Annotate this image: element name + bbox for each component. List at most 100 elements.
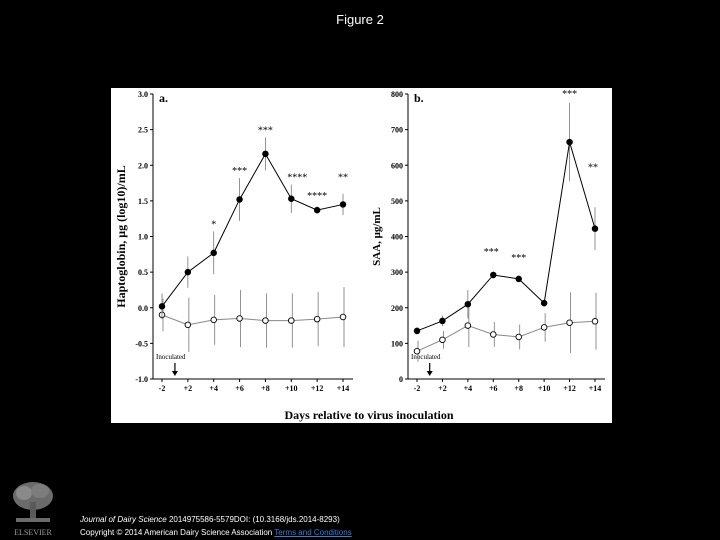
panel-a-y-tick-label: 1.0: [138, 233, 148, 242]
panel-a-y-axis-label: Haptoglobin, μg (log10)/mL: [114, 165, 128, 307]
panel-a-y-tick-label: 1.5: [138, 197, 148, 206]
elsevier-logo: ELSEVIER: [6, 478, 60, 538]
panel-a-label: a.: [159, 91, 168, 105]
panel-a-significance-mark: ****: [307, 191, 327, 202]
panel-b-y-tick-label: 200: [391, 304, 403, 313]
panel-b-open-series-point: [540, 324, 548, 331]
panel-b-open-series-point: [490, 331, 497, 338]
panel-b-x-tick-label: +2: [438, 384, 447, 393]
panel-a-x-tick-label: +2: [184, 384, 193, 393]
panel-a-filled-series-point: [288, 195, 295, 202]
copyright-text: Copyright © 2014 American Dairy Science …: [80, 528, 273, 537]
panel-a-x-tick-label: +14: [337, 384, 350, 393]
panel-a-y-tick-label: -0.5: [135, 339, 148, 348]
panel-a-x-tick-label: +12: [311, 384, 324, 393]
panel-a-significance-mark: ****: [287, 173, 307, 184]
panel-b-open-series-point: [413, 347, 421, 355]
panel-b-significance-mark: ***: [484, 247, 499, 258]
panel-b-y-axis-label: SAA, μg/mL: [371, 207, 383, 266]
panel-b-x-tick-label: +6: [489, 384, 498, 393]
panel-b-y-tick-label: 300: [391, 268, 403, 277]
chart-figure: 3.0 2.5 2.0 1.5 1.0 0.5 0.0 -0.5 -1.0 -2 +2 +4 +6 +8 +…: [114, 89, 605, 422]
panel-a-filled-series-point: [339, 201, 347, 208]
panel-b-filled-series-point: [540, 299, 548, 307]
panel-b-filled-series-point: [464, 300, 472, 308]
panel-b-filled-series-point: [515, 275, 522, 283]
panel-a-filled-series-point: [210, 249, 217, 257]
panel-a-open-series-point: [262, 317, 269, 324]
panel-b-y-tick-label: 700: [391, 126, 403, 135]
terms-link[interactable]: Terms and Conditions: [274, 528, 352, 537]
panel-a-x-tick-label: +4: [209, 384, 218, 393]
panel-a-filled-series-line: [161, 152, 344, 307]
logo-text: ELSEVIER: [14, 528, 52, 537]
panel-b-filled-series-point: [439, 317, 446, 325]
panel-a-open-series-line: [161, 314, 344, 326]
panel-a-filled-series-point: [158, 303, 166, 310]
panel-a-y-tick-label: -1.0: [135, 375, 148, 384]
panel-b-open-series-point: [515, 333, 522, 341]
citation-text: 2014975586-5579DOI: (10.3168/jds.2014-82…: [166, 515, 340, 524]
panel-a-y-tick-label: 2.5: [138, 126, 148, 135]
panel-b-inoculated-arrowhead: [426, 371, 433, 376]
x-axis-label: Days relative to virus inoculation: [284, 408, 453, 422]
panel-a-significance-mark: *: [211, 220, 216, 231]
figure-panel: 3.0 2.5 2.0 1.5 1.0 0.5 0.0 -0.5 -1.0 -2 +2 +4 +6 +8 +…: [111, 88, 612, 423]
panel-b-filled-series-point: [413, 327, 421, 335]
panel-b-open-series-point: [439, 336, 446, 344]
panel-b-x-tick-label: +14: [589, 384, 602, 393]
panel-b-inoculated-label: Inoculated: [411, 353, 441, 361]
panel-b-y-tick-label: 100: [391, 339, 403, 348]
panel-b-significance-mark: ***: [562, 89, 577, 100]
panel-b-x-tick-label: +4: [464, 384, 473, 393]
panel-a-y-tick-label: 2.0: [138, 161, 148, 170]
panel-b-y-tick-label: 600: [391, 161, 403, 170]
panel-b-filled-series-line: [416, 141, 596, 332]
panel-a-open-series-point: [339, 313, 347, 321]
panel-b-open-series-point: [566, 319, 573, 326]
panel-a-x-tick-label: +10: [285, 384, 298, 393]
panel-b-y-tick-label: 500: [391, 197, 403, 206]
citation-footer: Journal of Dairy Science 2014975586-5579…: [80, 513, 352, 539]
panel-b-x-tick-label: +12: [563, 384, 576, 393]
panel-a-open-series-point: [184, 321, 192, 329]
panel-b-filled-series-point: [566, 138, 573, 146]
panel-b-open-series-point: [591, 318, 599, 325]
panel-a-open-series-point: [313, 315, 321, 323]
panel-a-open-series-point: [210, 316, 217, 324]
panel-a-filled-series-point: [262, 150, 269, 158]
panel-b-y-tick-label: 400: [391, 233, 403, 242]
panel-a: 3.0 2.5 2.0 1.5 1.0 0.5 0.0 -0.5 -1.0 -2 +2 +4 +6 +8 +…: [114, 90, 353, 393]
journal-name: Journal of Dairy Science: [80, 515, 167, 524]
page-title: Figure 2: [336, 12, 384, 27]
panel-a-x-tick-label: -2: [159, 384, 166, 393]
panel-b-label: b.: [414, 91, 424, 105]
panel-a-y-tick-label: 0.0: [138, 304, 148, 313]
panel-b-filled-series-point: [591, 225, 599, 232]
panel-a-open-series-point: [288, 317, 295, 324]
panel-a-filled-series-point: [236, 196, 243, 203]
panel-b-significance-mark: **: [588, 163, 598, 174]
panel-b-significance-mark: ***: [511, 253, 526, 264]
panel-a-significance-mark: ***: [232, 166, 247, 177]
panel-b-y-tick-label: 0: [399, 375, 403, 384]
panel-b-x-tick-label: +10: [538, 384, 551, 393]
panel-b-x-tick-label: +8: [514, 384, 523, 393]
panel-a-x-tick-label: +8: [261, 384, 270, 393]
panel-b: 800 700 600 500 400 300 200 100 0 -2 +2 +4 +6 +8 +10 +1…: [371, 89, 605, 393]
panel-a-significance-mark: ***: [258, 125, 273, 136]
panel-a-filled-series-point: [184, 268, 192, 276]
panel-b-open-series-point: [464, 322, 472, 329]
panel-a-y-tick-label: 0.5: [138, 268, 148, 277]
panel-a-y-tick-label: 3.0: [138, 90, 148, 99]
panel-b-filled-series-point: [490, 271, 497, 279]
panel-a-filled-series-point: [313, 206, 321, 214]
panel-a-open-series-point: [236, 315, 243, 322]
panel-b-open-series-line: [416, 320, 596, 352]
panel-a-x-tick-label: +6: [235, 384, 244, 393]
panel-a-inoculated-arrowhead: [171, 371, 178, 376]
panel-a-inoculated-label: Inoculated: [156, 353, 186, 361]
panel-a-significance-mark: **: [338, 172, 348, 183]
panel-b-y-tick-label: 800: [391, 90, 403, 99]
panel-b-x-tick-label: -2: [414, 384, 421, 393]
